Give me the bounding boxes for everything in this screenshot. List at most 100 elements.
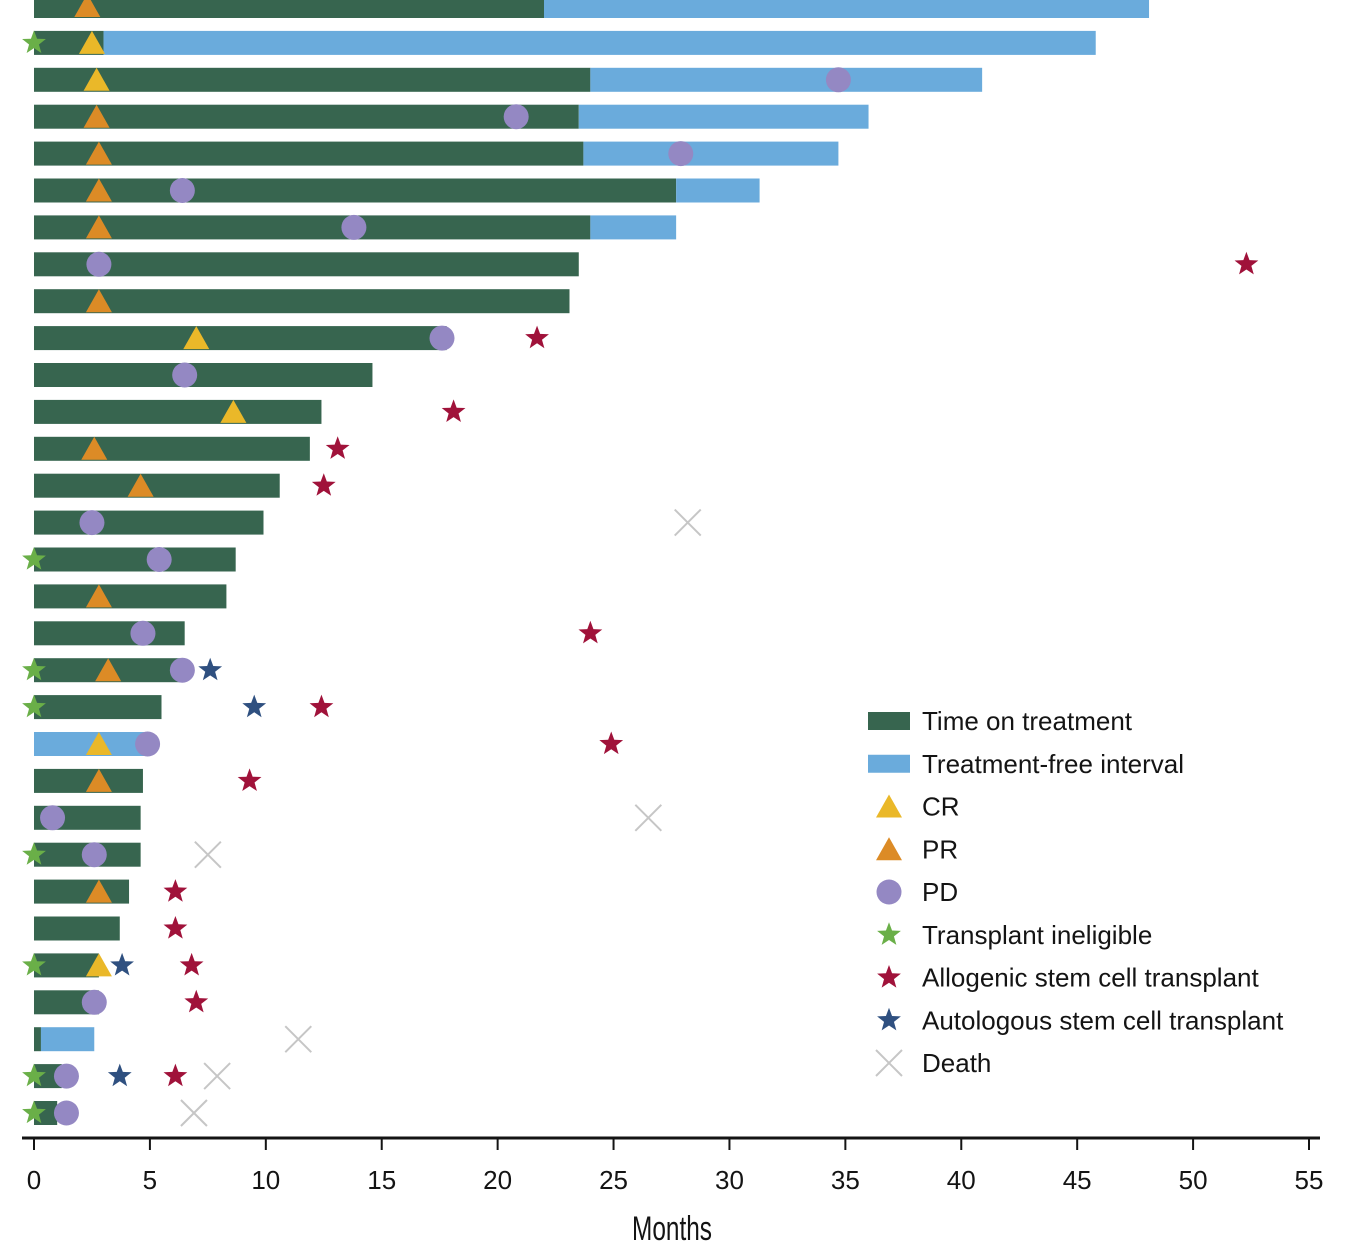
patient-row-bars: [34, 399, 322, 424]
transplant-ineligible-marker: [22, 1100, 46, 1124]
pd-marker: [429, 325, 455, 351]
cr-marker: [183, 326, 210, 350]
x-tick-label: 40: [947, 1165, 976, 1195]
allogenic-transplant-marker: [163, 916, 188, 939]
pd-marker: [135, 731, 161, 757]
x-tick-label: 0: [27, 1165, 41, 1195]
treatment-bar: [34, 436, 310, 461]
auto-star-icon: [877, 1007, 901, 1031]
allogenic-transplant-marker: [311, 473, 336, 496]
treatment-bar: [34, 326, 447, 351]
allogenic-transplant-marker: [163, 1063, 188, 1087]
pd-circle-icon: [876, 879, 902, 905]
death-marker: [203, 1062, 231, 1090]
x-tick-label: 15: [367, 1165, 396, 1195]
patient-row-markers: [284, 1025, 312, 1053]
patient-row-markers: [85, 584, 112, 608]
patient-row-markers: [183, 325, 549, 351]
legend-label: Transplant ineligible: [922, 920, 1152, 950]
pd-marker: [40, 805, 66, 831]
treatment-free-bar: [578, 104, 869, 129]
autologous-transplant-marker: [198, 657, 223, 681]
legend-label: CR: [922, 792, 960, 822]
x-axis-label: Months: [632, 1210, 712, 1248]
patient-row-bars: [34, 473, 280, 498]
patient-row-markers: [85, 731, 624, 757]
patient-row-markers: [22, 1099, 208, 1127]
pr-marker: [85, 215, 112, 239]
pr-marker: [85, 178, 112, 202]
legend-label: Autologous stem cell transplant: [922, 1005, 1284, 1035]
patient-row-markers: [22, 694, 334, 718]
death-marker: [180, 1099, 208, 1127]
x-tick-label: 55: [1295, 1165, 1324, 1195]
legend-item-cr: CR: [876, 792, 960, 822]
transplant-ineligible-marker: [22, 657, 46, 681]
treatment-bar: [34, 916, 120, 941]
treatment-bar: [34, 104, 579, 129]
x-tick-label: 45: [1063, 1165, 1092, 1195]
tfi-swatch-icon: [868, 754, 910, 773]
allogenic-transplant-marker: [441, 399, 466, 423]
treatment-free-bar: [590, 67, 983, 92]
patient-row-bars: [34, 547, 236, 572]
allogenic-transplant-marker: [184, 989, 209, 1013]
treatment-bar: [34, 363, 373, 387]
treatment-swatch-icon: [868, 712, 910, 730]
ineligible-star-icon: [877, 922, 901, 945]
patient-row-markers: [22, 657, 223, 683]
patient-row-markers: [22, 1062, 231, 1090]
legend-item-pr: PR: [876, 834, 958, 864]
patient-row-markers: [127, 473, 336, 497]
patient-row-bars: [34, 30, 1096, 55]
pd-marker: [668, 141, 694, 167]
pr-marker: [127, 473, 154, 497]
allogenic-transplant-marker: [1234, 251, 1259, 275]
treatment-bar: [34, 67, 591, 92]
patient-row-bars: [34, 916, 120, 941]
legend-label: Death: [922, 1048, 991, 1078]
patient-row-bars: [34, 436, 310, 461]
pr-marker: [85, 879, 112, 903]
legend-label: PR: [922, 834, 958, 864]
legend-item-treatment: Time on treatment: [868, 706, 1133, 736]
pd-marker: [53, 1063, 79, 1089]
pd-marker: [79, 510, 105, 536]
pr-marker: [85, 768, 112, 792]
patient-row-markers: [85, 141, 694, 167]
patient-row-bars: [34, 326, 447, 351]
x-tick-label: 25: [599, 1165, 628, 1195]
treatment-bar: [34, 178, 677, 203]
cr-marker: [83, 67, 110, 91]
pd-marker: [825, 67, 851, 93]
treatment-bar: [34, 473, 280, 498]
patient-row-markers: [81, 989, 209, 1015]
patient-row-markers: [85, 289, 112, 313]
patient-row-bars: [34, 0, 1150, 18]
transplant-ineligible-marker: [22, 1063, 46, 1087]
legend-label: Treatment-free interval: [922, 749, 1184, 779]
markers-layer: [22, 0, 1259, 1127]
patient-row-markers: [220, 399, 466, 423]
allogenic-transplant-marker: [599, 731, 624, 755]
pd-marker: [341, 214, 367, 240]
bars-layer: [34, 0, 1150, 1125]
patient-row-bars: [34, 252, 579, 277]
patient-row-bars: [34, 215, 677, 240]
x-tick-label: 50: [1179, 1165, 1208, 1195]
patient-row-markers: [172, 362, 198, 388]
allogenic-transplant-marker: [309, 694, 334, 718]
pr-marker: [95, 658, 122, 682]
pr-marker: [81, 436, 108, 460]
allogenic-transplant-marker: [578, 620, 603, 644]
legend-item-death: Death: [875, 1048, 991, 1078]
autologous-transplant-marker: [242, 694, 267, 718]
patient-row-markers: [85, 178, 195, 203]
patient-row-markers: [81, 436, 350, 460]
treatment-free-bar: [103, 30, 1096, 55]
treatment-bar: [34, 584, 227, 609]
x-tick-label: 35: [831, 1165, 860, 1195]
pr-marker: [85, 289, 112, 313]
patient-row-bars: [34, 67, 983, 92]
